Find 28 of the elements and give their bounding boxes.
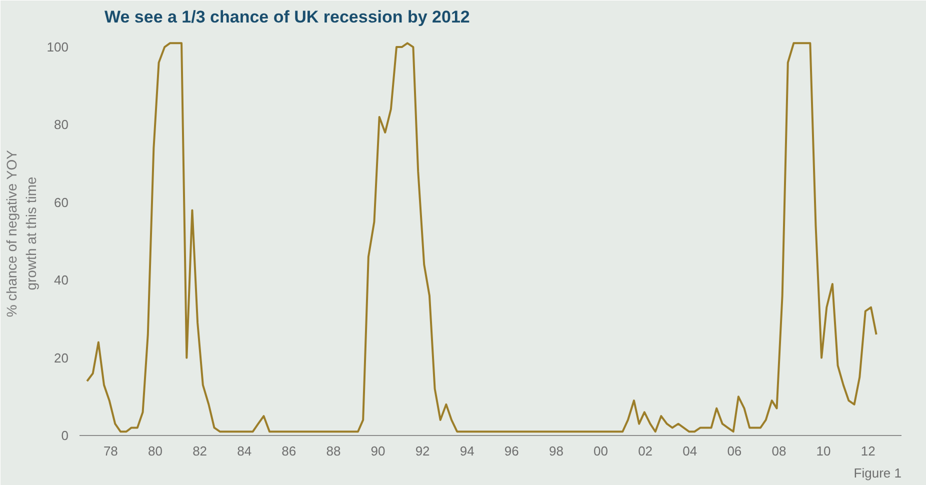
x-tick-label: 12	[860, 444, 876, 458]
caption: Figure 1	[854, 466, 902, 480]
x-tick-label: 94	[460, 444, 474, 458]
y-tick-label: 0	[61, 428, 69, 443]
x-tick-label: 04	[682, 444, 698, 458]
y-axis-title: % chance of negative YOY growth at this time	[4, 149, 39, 318]
x-tick-label: 00	[594, 444, 608, 458]
y-tick-label: 100	[46, 40, 69, 55]
x-tick-label: 10	[816, 444, 831, 458]
x-tick-label: 96	[504, 444, 519, 458]
y-tick-label: 40	[54, 272, 69, 288]
y-tick-label: 60	[54, 194, 69, 210]
x-tick-label: 02	[638, 444, 653, 458]
x-tick-label: 98	[548, 444, 564, 458]
x-tick-label: 08	[772, 444, 786, 458]
y-tick-label: 80	[54, 117, 69, 132]
x-tick-label: 88	[326, 444, 341, 458]
x-tick-label: 86	[282, 444, 296, 458]
x-tick-label: 80	[148, 444, 162, 458]
x-tick-label: 78	[103, 444, 118, 458]
x-tick-label: 90	[370, 444, 386, 458]
x-tick-label: 84	[237, 444, 252, 458]
y-tick-label: 20	[54, 350, 69, 366]
x-tick-label: 92	[415, 444, 430, 458]
line-series	[86, 42, 878, 433]
x-tick-label: 82	[192, 444, 208, 458]
x-tick-label: 06	[727, 444, 742, 458]
chart-title: We see a 1/3 chance of UK recession by 2012	[104, 8, 470, 26]
